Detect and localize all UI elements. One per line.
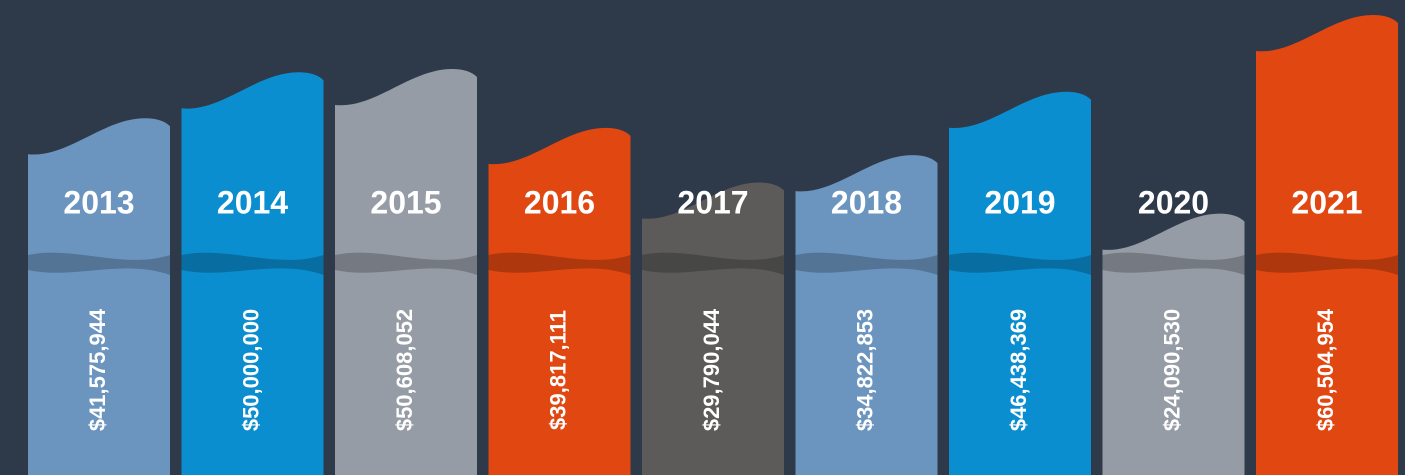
year-label: 2018 bbox=[831, 184, 902, 220]
value-label: $39,817,111 bbox=[545, 310, 570, 430]
bar bbox=[28, 118, 170, 475]
year-label: 2016 bbox=[524, 184, 595, 220]
value-label: $50,608,052 bbox=[392, 309, 417, 431]
bar-fold bbox=[1102, 252, 1245, 275]
bar-fold bbox=[1256, 252, 1398, 275]
bar-fold bbox=[642, 252, 784, 275]
bar bbox=[795, 155, 938, 475]
value-label: $50,000,000 bbox=[238, 309, 263, 431]
bar-fold bbox=[949, 252, 1091, 275]
value-label: $46,438,369 bbox=[1006, 309, 1031, 431]
year-label: 2015 bbox=[370, 184, 441, 220]
bar-fold bbox=[181, 252, 324, 275]
value-label: $29,790,044 bbox=[699, 308, 724, 431]
bar bbox=[335, 68, 477, 475]
bar bbox=[642, 182, 784, 475]
bar bbox=[488, 127, 631, 475]
year-label: 2017 bbox=[677, 184, 748, 220]
value-label: $60,504,954 bbox=[1313, 308, 1338, 431]
bar bbox=[1102, 213, 1245, 475]
value-label: $34,822,853 bbox=[852, 309, 877, 431]
year-label: 2021 bbox=[1291, 184, 1362, 220]
bar-fold bbox=[28, 252, 170, 275]
bar bbox=[1256, 15, 1398, 475]
value-label: $41,575,944 bbox=[85, 308, 110, 431]
year-label: 2020 bbox=[1138, 184, 1209, 220]
year-label: 2013 bbox=[63, 184, 134, 220]
bar bbox=[181, 72, 324, 475]
value-label: $24,090,530 bbox=[1159, 309, 1184, 431]
bar-fold bbox=[795, 252, 938, 275]
bar bbox=[949, 91, 1091, 475]
year-label: 2019 bbox=[984, 184, 1055, 220]
bar-fold bbox=[488, 252, 631, 275]
year-label: 2014 bbox=[217, 184, 288, 220]
bar-fold bbox=[335, 252, 477, 275]
